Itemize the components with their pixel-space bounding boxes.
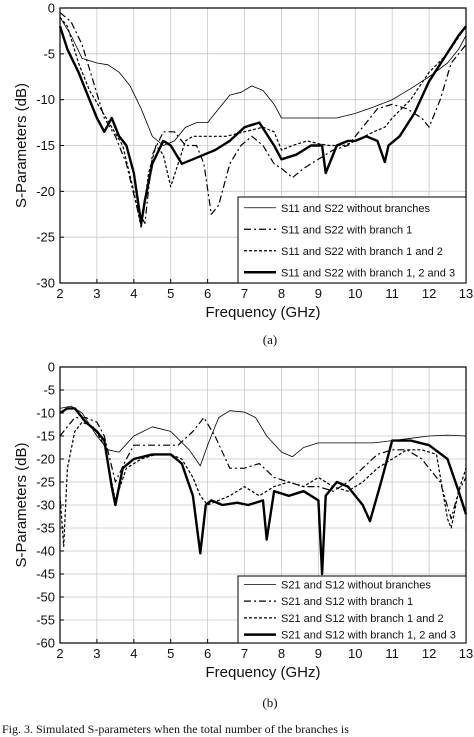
x-tick-label: 7 [241, 286, 248, 301]
y-tick-label: -10 [36, 406, 55, 421]
x-tick-label: 8 [278, 646, 285, 661]
x-tick-label: 9 [315, 646, 322, 661]
y-tick-label: 0 [48, 360, 55, 375]
x-tick-label: 11 [385, 286, 399, 301]
x-tick-label: 12 [422, 646, 436, 661]
y-tick-label: -5 [43, 383, 55, 398]
y-tick-label: -35 [36, 521, 55, 536]
x-tick-label: 4 [130, 286, 137, 301]
x-axis-label: Frequency (GHz) [205, 304, 320, 321]
y-tick-label: -30 [36, 498, 55, 513]
series-line-1 [59, 405, 467, 467]
legend-label: S21 and S12 without branches [281, 579, 431, 591]
legend-label: S11 and S22 with branch 1, 2 and 3 [281, 267, 455, 279]
y-tick-label: -55 [36, 613, 55, 628]
figure-caption: Fig. 3. Simulated S-parameters when the … [2, 722, 349, 736]
x-tick-label: 8 [278, 286, 285, 301]
series-line-4 [58, 25, 467, 225]
y-tick-label: -20 [36, 184, 55, 199]
legend-label: S11 and S22 with branch 1 [281, 224, 412, 236]
legend-label: S21 and S12 with branch 1 [281, 596, 413, 608]
y-tick-label: -25 [36, 230, 55, 245]
y-tick-label: -20 [36, 452, 55, 467]
y-tick-label: -40 [36, 544, 55, 559]
x-tick-label: 5 [167, 646, 174, 661]
subtitle-b: (b) [262, 695, 277, 710]
x-tick-label: 7 [241, 646, 248, 661]
x-tick-label: 6 [204, 286, 211, 301]
chart-a: 2 3 4 5 6 7 8 9 10 11 12 13 0 -5 -10 -15 -20 -25 -30 Freque… [13, 1, 473, 322]
x-tick-label: 2 [56, 286, 63, 301]
x-tick-label: 13 [459, 286, 473, 301]
y-tick-label: -15 [36, 138, 55, 153]
x-tick-label: 4 [130, 646, 137, 661]
x-tick-label: 3 [93, 646, 100, 661]
x-tick-label: 3 [93, 286, 100, 301]
y-tick-label: -50 [36, 590, 55, 605]
y-tick-label: -25 [36, 475, 55, 490]
y-tick-label: 0 [48, 1, 55, 16]
x-tick-label: 10 [348, 646, 362, 661]
y-tick-label: -5 [43, 46, 55, 61]
y-tick-label: -15 [36, 429, 55, 444]
y-tick-label: -45 [36, 567, 55, 582]
legend-box [237, 575, 467, 644]
series-line-2 [59, 12, 467, 224]
legend-label: S11 and S22 without branches [281, 203, 431, 215]
legend-label: S21 and S12 with branch 1, 2 and 3 [281, 630, 456, 642]
y-axis-label: S-Parameters (dB) [13, 83, 30, 208]
subtitle-a: (a) [263, 332, 277, 347]
series-line-4 [59, 407, 468, 576]
x-tick-label: 5 [167, 286, 174, 301]
y-tick-label: -60 [36, 636, 55, 651]
x-tick-label: 9 [315, 286, 322, 301]
x-tick-label: 6 [204, 646, 211, 661]
x-axis-label: Frequency (GHz) [205, 664, 320, 681]
y-axis-label: S-Parameters (dB) [13, 442, 30, 567]
x-tick-label: 12 [422, 286, 436, 301]
y-tick-label: -10 [36, 92, 55, 107]
y-tick-label: -30 [36, 276, 55, 291]
series-line-3 [59, 16, 467, 229]
series-line-2 [59, 417, 467, 520]
chart-b: 2 3 4 5 6 7 8 9 10 11 12 13 0 -5 -10 -15 -20 -25 -30 -35 -40… [13, 360, 473, 682]
series-line-1 [59, 16, 467, 146]
x-tick-label: 10 [348, 286, 362, 301]
legend-label: S11 and S22 with branch 1 and 2 [281, 246, 443, 258]
series-line-3 [59, 421, 467, 547]
x-tick-label: 11 [385, 646, 399, 661]
legend-label: S21 and S12 with branch 1 and 2 [281, 613, 444, 625]
legend-box [237, 196, 467, 284]
x-tick-label: 2 [56, 646, 63, 661]
x-tick-label: 13 [459, 646, 473, 661]
